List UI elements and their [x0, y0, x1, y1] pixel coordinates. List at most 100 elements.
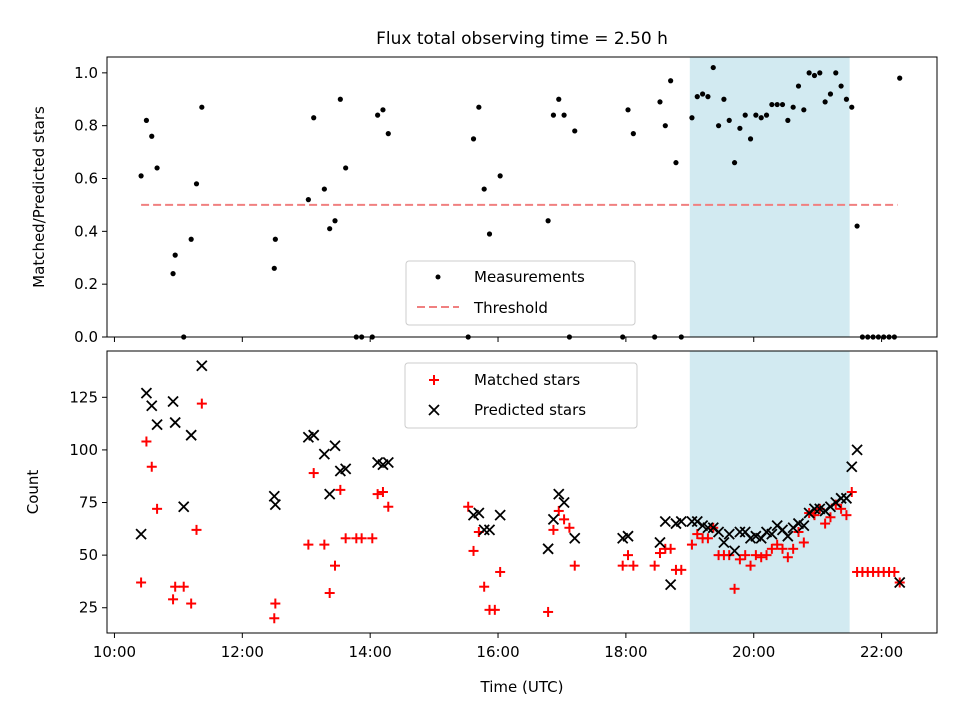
- matched-star-point: [564, 522, 575, 533]
- measurement-point: [327, 226, 333, 232]
- matched-star-point: [340, 533, 351, 544]
- measurement-point: [699, 91, 706, 97]
- legend-matched-marker: [429, 375, 439, 385]
- top-y-axis-label: Matched/Predicted stars: [30, 106, 48, 288]
- x-stroke-b: [739, 526, 751, 538]
- measurement-point: [817, 70, 823, 76]
- matched-star-point: [136, 577, 147, 588]
- measurement-point: [689, 115, 695, 121]
- x-tick-label: 16:00: [476, 643, 519, 661]
- chart-title: Flux total observing time = 2.50 h: [376, 29, 668, 49]
- top-x-ticks: [113, 337, 883, 342]
- matched-star-point: [372, 489, 383, 500]
- measurement-point: [193, 181, 200, 187]
- measurement-point: [343, 165, 349, 171]
- x-stroke-b: [782, 530, 794, 542]
- x-stroke-b: [318, 448, 330, 460]
- matched-star-point: [623, 550, 634, 561]
- legend-x: [428, 404, 440, 416]
- measurement-point: [731, 160, 738, 166]
- predicted-star-point: [723, 528, 735, 540]
- measurement-point: [380, 107, 386, 113]
- predicted-star-point: [151, 419, 163, 431]
- matched-star-point: [178, 581, 189, 592]
- matched-star-point: [168, 594, 179, 605]
- x-stroke-b: [542, 543, 554, 555]
- predicted-star-point: [167, 395, 179, 408]
- measurement-point: [827, 91, 834, 97]
- matched-star-point: [383, 501, 394, 512]
- predicted-star-point: [766, 528, 778, 540]
- matched-star-point: [836, 503, 847, 514]
- measurement-point: [138, 173, 144, 179]
- measurement-point: [476, 104, 482, 110]
- x-stroke-b: [547, 513, 560, 525]
- x-stroke-b: [776, 524, 789, 536]
- matched-star-point: [553, 505, 564, 516]
- predicted-star-point: [135, 528, 147, 540]
- x-stroke-b: [428, 404, 440, 416]
- measurement-point: [822, 99, 828, 105]
- legend-matched-label: Matched stars: [474, 371, 580, 389]
- matched-star-point: [798, 537, 809, 548]
- measurement-point: [556, 96, 562, 102]
- x-stroke-b: [728, 545, 741, 557]
- measurement-point: [188, 236, 194, 242]
- measurement-point: [550, 112, 557, 118]
- measurement-point: [694, 94, 700, 100]
- measurement-point: [721, 96, 727, 102]
- measurement-point: [790, 104, 796, 110]
- x-stroke-b: [146, 400, 158, 412]
- x-stroke-b: [622, 530, 634, 542]
- matched-star-point: [377, 487, 388, 497]
- measurement-point: [497, 173, 503, 179]
- x-tick-label: 22:00: [860, 643, 903, 661]
- matched-star-point: [479, 581, 490, 592]
- predicted-star-point: [553, 488, 565, 500]
- predicted-star-point: [196, 360, 208, 372]
- x-stroke-b: [675, 515, 687, 528]
- matched-star-point: [766, 543, 777, 554]
- predicted-star-point: [558, 496, 570, 509]
- measurement-point: [710, 64, 716, 71]
- predicted-star-point: [494, 509, 506, 521]
- x-stroke-b: [558, 496, 570, 509]
- matched-star-point: [141, 436, 152, 447]
- matched-star-point: [889, 566, 900, 577]
- x-stroke-b: [178, 501, 190, 513]
- top-y-tick-label: 0.4: [74, 222, 98, 240]
- predicted-star-point: [382, 456, 394, 469]
- measurement-point: [305, 197, 311, 203]
- measurement-point: [774, 101, 780, 108]
- matched-star-point: [617, 560, 628, 571]
- legend-threshold-label: Threshold: [473, 299, 548, 317]
- predicted-star-point: [798, 520, 810, 532]
- legend-measurements-marker: [435, 274, 441, 280]
- x-stroke-b: [569, 532, 581, 544]
- x-stroke-b: [702, 522, 714, 534]
- x-stroke-b: [269, 498, 281, 511]
- matched-star-point: [654, 548, 665, 559]
- x-tick-label: 10:00: [93, 643, 136, 661]
- measurement-point: [763, 112, 770, 118]
- measurement-point: [758, 115, 764, 121]
- predicted-star-point: [169, 416, 181, 429]
- top-shaded-span: [689, 57, 850, 337]
- matched-star-point: [335, 484, 346, 495]
- top-y-tick-label: 0.8: [74, 117, 98, 135]
- bottom-x-ticks: 10:00 12:00 14:00 16:00 18:00 20:00 22:00: [93, 633, 903, 661]
- top-axes-frame: [106, 56, 938, 338]
- matched-star-point: [825, 512, 836, 523]
- x-stroke-b: [723, 528, 735, 540]
- predicted-star-point: [269, 498, 281, 511]
- measurement-point: [715, 123, 722, 129]
- x-stroke-b: [151, 419, 163, 431]
- matched-star-point: [191, 524, 202, 535]
- top-legend: Measurements Threshold: [405, 260, 636, 326]
- x-tick-label: 12:00: [221, 643, 264, 661]
- top-y-tick-label: 0.0: [74, 328, 98, 346]
- measurement-point: [662, 123, 668, 129]
- measurement-point: [737, 125, 743, 131]
- predicted-star-point: [140, 387, 153, 399]
